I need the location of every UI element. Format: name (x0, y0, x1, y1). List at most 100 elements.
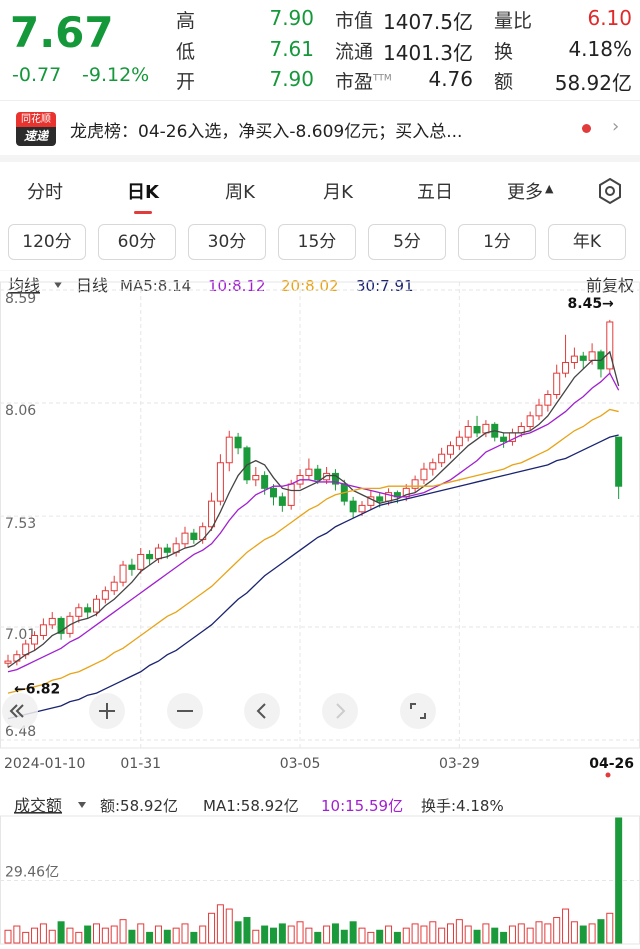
candle-body (358, 504, 366, 513)
stat-label: 开 (176, 71, 196, 93)
candle-body (429, 462, 437, 470)
candle-body (39, 624, 47, 636)
chart-control[interactable] (89, 693, 125, 729)
candle-body (562, 362, 570, 374)
ma-line (7, 372, 620, 673)
volume-bar (48, 929, 56, 944)
volume-bar (172, 927, 180, 944)
plot-frame (0, 281, 640, 749)
candle-body (455, 436, 463, 447)
tab[interactable]: 五日 (417, 182, 453, 203)
legend-entry: 20:8.02 (281, 277, 339, 295)
candle-body (48, 617, 56, 626)
period-button[interactable]: 1分 (458, 224, 536, 260)
chart-control[interactable] (244, 693, 280, 729)
volume-bar (615, 817, 623, 944)
candle-body (270, 487, 277, 498)
volume-bar (163, 929, 171, 944)
dot (582, 124, 591, 133)
volume-bar (270, 927, 277, 944)
control-icon (256, 703, 266, 719)
period-button[interactable]: 5分 (368, 224, 446, 260)
high-label: 8.45→ (568, 296, 615, 312)
chart-control[interactable] (400, 693, 436, 729)
stat-value: 58.92亿 (554, 71, 632, 95)
chart-control[interactable] (2, 693, 38, 729)
candle-body (119, 564, 127, 583)
volume-bar (75, 931, 83, 944)
tab[interactable]: 日K (127, 182, 159, 203)
badge-bottom: 速递 (16, 127, 56, 146)
tab[interactable]: 周K (225, 182, 255, 203)
volume-bar (367, 931, 375, 944)
volume-bar (544, 923, 552, 944)
volume-bar (93, 923, 100, 944)
candle-body (535, 404, 543, 417)
volume-bar (154, 925, 162, 944)
dropdown (54, 282, 62, 288)
chevron[interactable]: › (612, 116, 620, 137)
stat-value: 6.10 (587, 6, 632, 30)
volume-bar (234, 921, 242, 944)
candle-body (331, 472, 339, 485)
change: -0.77 (12, 64, 62, 86)
chart-control[interactable] (167, 693, 203, 729)
volume-bar (517, 923, 525, 944)
volume-bar (101, 927, 109, 944)
stat-label: 流通 (335, 41, 374, 63)
volume-bar (606, 912, 614, 944)
volume-bar (500, 931, 508, 944)
x-tick-label: 01-31 (120, 756, 161, 772)
y-tick-label: 6.48 (5, 724, 36, 740)
tab[interactable]: 分时 (27, 182, 63, 203)
volume-bar (278, 923, 286, 944)
candle-body (181, 532, 189, 545)
candle-body (482, 423, 490, 434)
volume-bar (331, 923, 339, 944)
control-icon (9, 704, 24, 718)
volume-bar (562, 908, 570, 944)
period-button[interactable]: 30分 (188, 224, 266, 260)
stat-value: 4.18% (568, 37, 632, 61)
volume-bar (22, 931, 30, 944)
volume-bar (553, 917, 561, 944)
candle-body (615, 436, 623, 487)
volume-bar (438, 927, 446, 944)
control-icon (336, 703, 346, 719)
volume-bar (261, 925, 269, 944)
caret: ▲ (545, 182, 554, 195)
settings-icon[interactable] (596, 177, 624, 205)
period-button[interactable]: 60分 (98, 224, 176, 260)
volume-bar (349, 921, 357, 944)
tab[interactable]: 月K (323, 182, 353, 203)
badge: 同花顺 速递 (16, 112, 56, 146)
candle-body (411, 479, 419, 489)
stat-label: 低 (176, 41, 196, 63)
volume-bar (84, 925, 92, 944)
candle-body (128, 564, 136, 570)
period-button[interactable]: 年K (548, 224, 626, 260)
stat-value: 1407.5亿 (383, 10, 473, 34)
adjustment: 前复权 (586, 276, 634, 295)
banner-text[interactable]: 龙虎榜：04-26入选，净买入-8.609亿元；买入总... (70, 122, 463, 142)
ma-line (7, 434, 619, 720)
ma-line (7, 350, 620, 669)
volume-bar (411, 923, 419, 944)
x-tick-label: 03-05 (280, 756, 321, 772)
candle-body (137, 553, 145, 570)
period-button[interactable]: 120分 (8, 224, 86, 260)
candle-body (526, 415, 534, 427)
chart: 均线 日线 MA5:8.14 10:8.12 20:8.02 30:7.91 前复权8.59… (0, 270, 640, 945)
volume-bar (305, 927, 313, 944)
candle-body (163, 547, 171, 553)
stat-value: 4.76 (428, 67, 473, 91)
period-button[interactable]: 15分 (278, 224, 356, 260)
candle-body (57, 617, 65, 634)
control-bg (2, 693, 38, 729)
chart-control[interactable] (322, 693, 358, 729)
tab[interactable]: 更多 (507, 182, 543, 203)
volume-bar (385, 925, 393, 944)
x-tick-label: 04-26 (589, 756, 634, 772)
volume-legend: MA1:58.92亿 (203, 797, 299, 815)
